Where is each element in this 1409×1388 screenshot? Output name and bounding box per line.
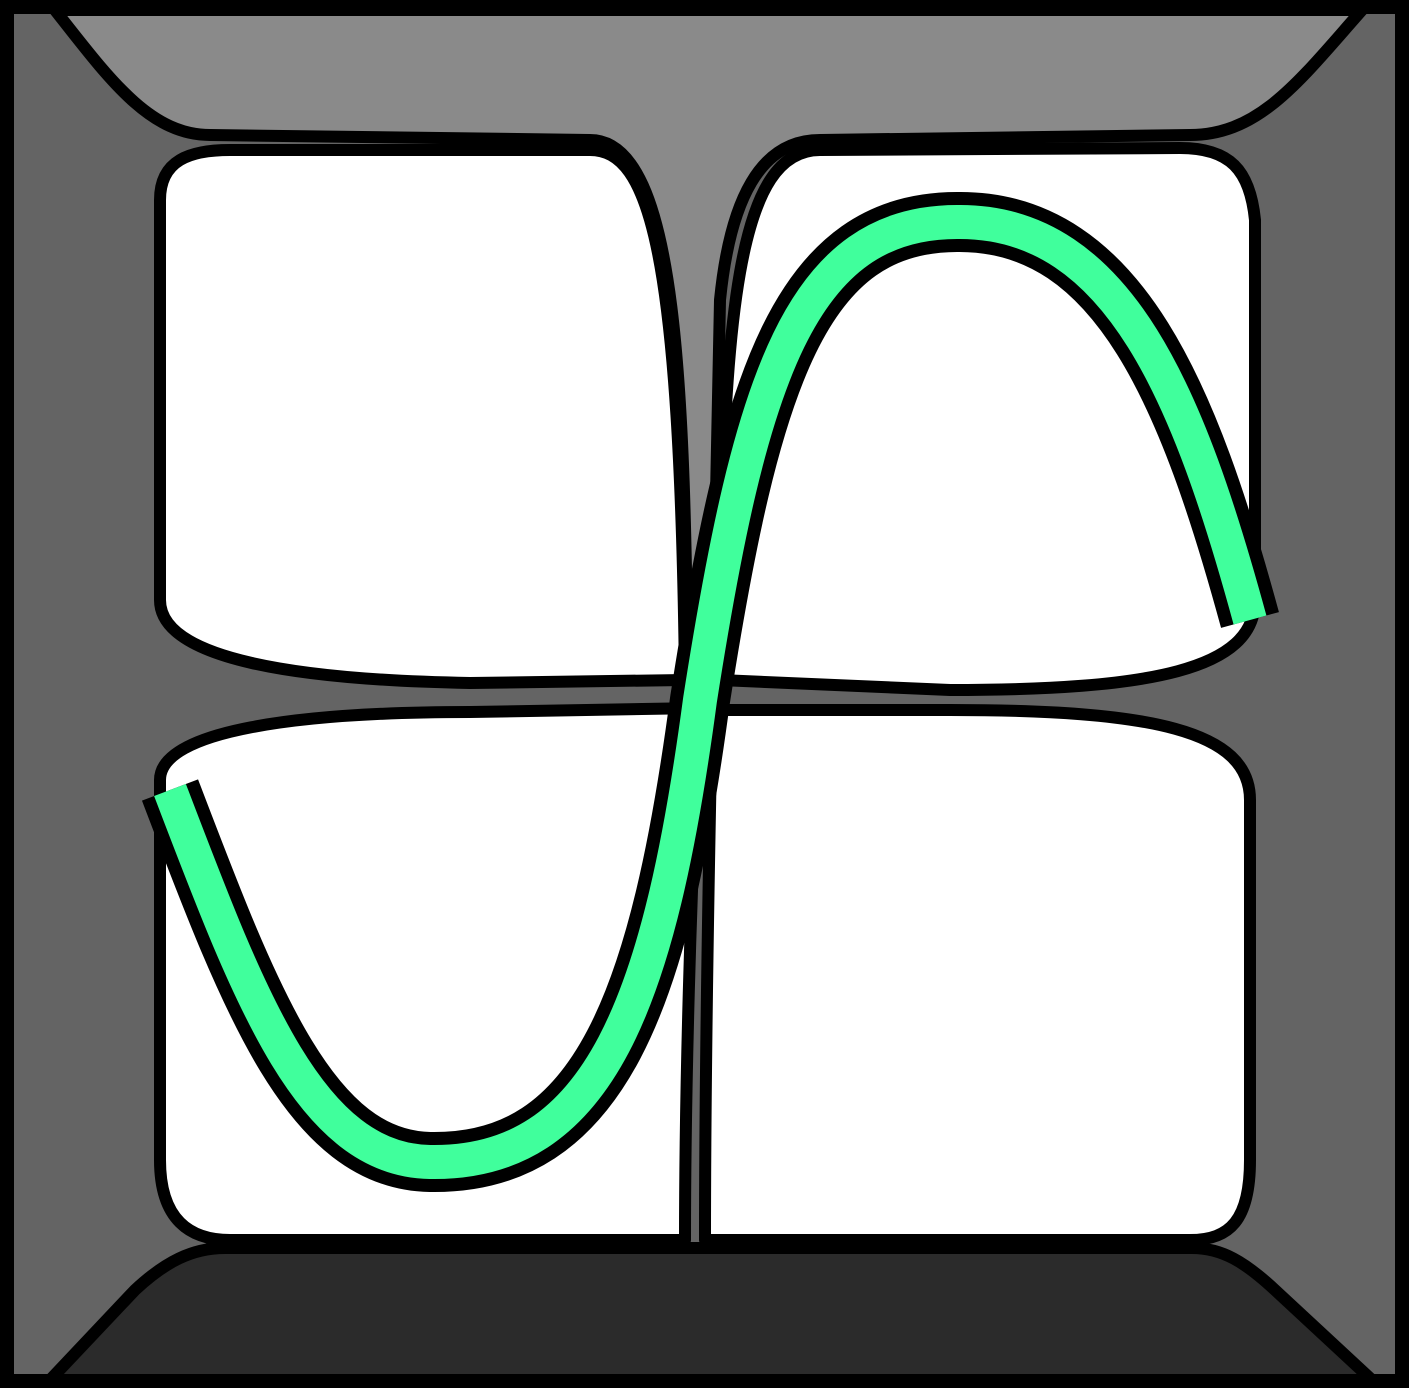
panel-bottom-right	[699, 704, 1256, 1246]
wave	[154, 204, 1267, 1180]
panel-top-left	[154, 144, 691, 689]
bottom-bevel	[44, 1242, 1378, 1386]
